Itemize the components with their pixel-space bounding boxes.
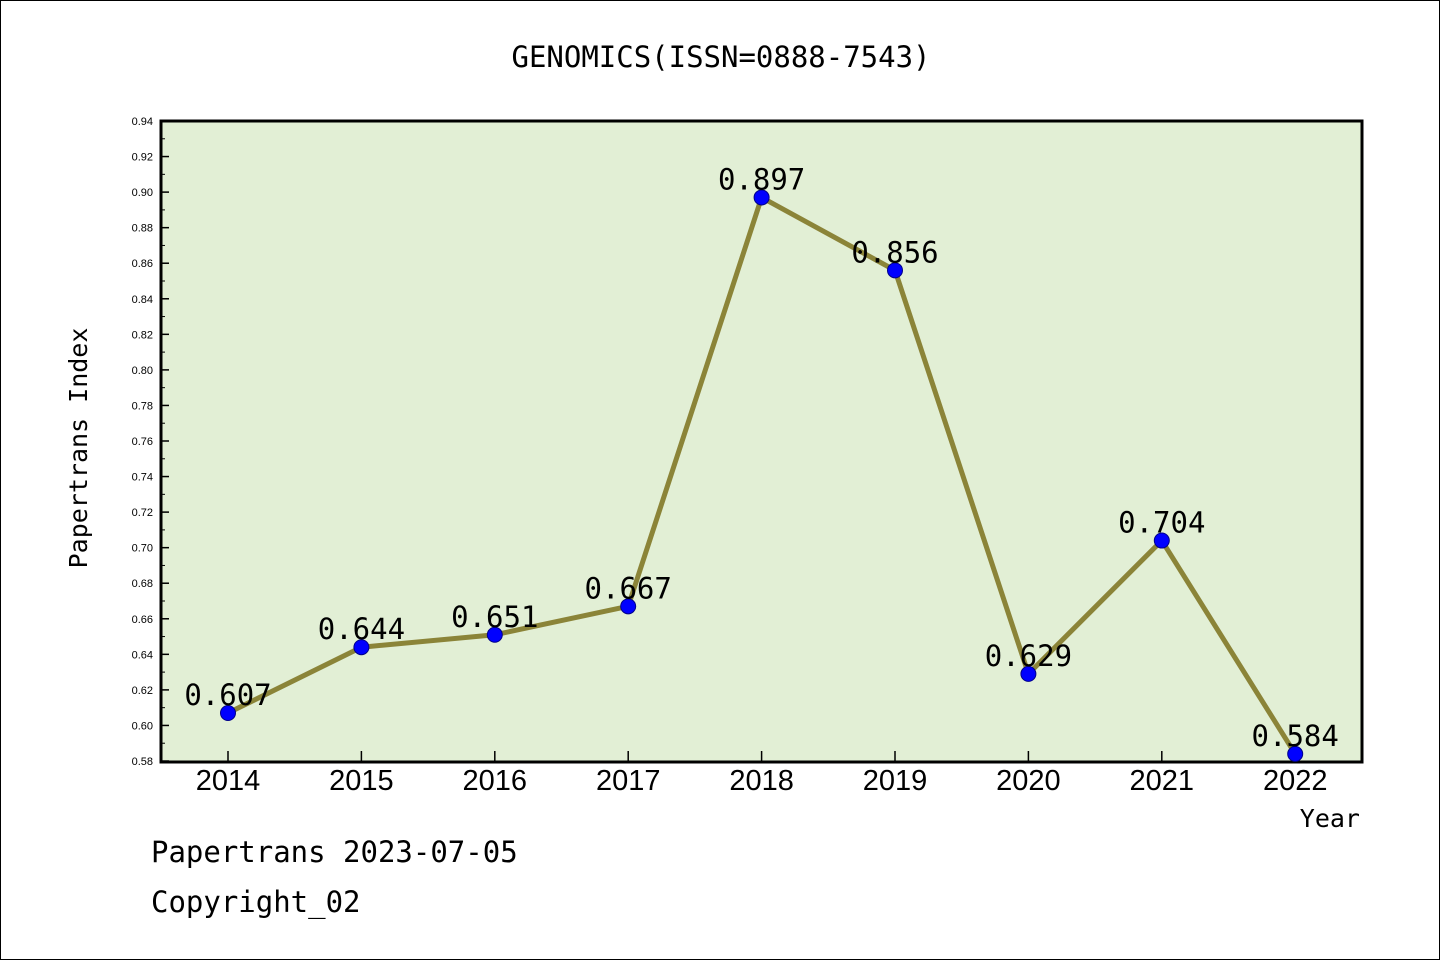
- x-tick-label: 2014: [196, 765, 261, 797]
- data-point: [620, 598, 637, 615]
- x-tick-label: 2020: [996, 765, 1061, 797]
- y-tick-label: 0.88: [132, 223, 153, 235]
- x-tick-label: 2018: [729, 765, 794, 797]
- y-tick-label: 0.74: [132, 472, 153, 484]
- data-label: 0.651: [451, 600, 538, 634]
- data-label: 0.667: [585, 571, 672, 605]
- y-tick-label: 0.78: [132, 400, 153, 412]
- data-point: [353, 639, 370, 656]
- y-tick-label: 0.92: [132, 152, 153, 164]
- y-tick-label: 0.62: [132, 685, 153, 697]
- y-tick-label: 0.80: [132, 365, 153, 377]
- y-tick-label: 0.66: [132, 614, 153, 626]
- x-tick-label: 2017: [596, 765, 661, 797]
- data-label: 0.856: [851, 235, 938, 269]
- y-tick-label: 0.90: [132, 187, 153, 199]
- data-point: [753, 189, 770, 206]
- data-labels-group: 0.607 0.644 0.651 0.667 0.897 0.856 0.629 0.704…: [184, 162, 1339, 752]
- plot-area: [159, 119, 1364, 764]
- data-label: 0.607: [184, 678, 271, 712]
- data-label: 0.629: [985, 639, 1072, 673]
- y-axis-label: Papertrans Index: [64, 328, 93, 569]
- y-tick-label: 0.68: [132, 578, 153, 590]
- y-tick-label: 0.70: [132, 543, 153, 555]
- y-tick-label: 0.94: [132, 116, 153, 128]
- data-point: [486, 626, 503, 643]
- data-label: 0.644: [318, 612, 405, 646]
- x-tick-label: 2015: [329, 765, 394, 797]
- data-point: [1020, 665, 1037, 682]
- y-tick-label: 0.60: [132, 720, 153, 732]
- data-label: 0.704: [1118, 506, 1205, 540]
- y-tick-label: 0.58: [132, 756, 153, 768]
- x-axis: 2014 2015 2016 2017 2018 2019 2020 2021 2022: [196, 751, 1328, 797]
- x-tick-label: 2021: [1130, 765, 1195, 797]
- data-point: [1287, 745, 1304, 762]
- y-tick-label: 0.84: [132, 294, 153, 306]
- y-tick-label: 0.76: [132, 436, 153, 448]
- y-tick-label: 0.86: [132, 258, 153, 270]
- footer-date: Papertrans 2023-07-05: [151, 835, 518, 869]
- data-point: [220, 705, 236, 721]
- x-axis-label: Year: [1300, 804, 1360, 833]
- y-tick-label: 0.82: [132, 329, 153, 341]
- data-label: 0.584: [1252, 719, 1339, 753]
- x-tick-label: 2019: [863, 765, 928, 797]
- chart-title: GENOMICS(ISSN=0888-7543): [511, 40, 930, 74]
- data-point: [1153, 532, 1170, 549]
- data-point: [887, 262, 903, 279]
- y-tick-label: 0.64: [132, 649, 153, 661]
- footer-copyright: Copyright_02: [151, 885, 361, 919]
- y-tick-label: 0.72: [132, 507, 153, 519]
- x-tick-label: 2016: [463, 765, 528, 797]
- series-line-group: [220, 189, 1304, 762]
- data-label: 0.897: [718, 162, 805, 196]
- x-tick-label: 2022: [1263, 765, 1328, 797]
- y-axis: 0.58 0.60 0.62 0.64 0.66 0.68 0.70 0.72 0.74 0.76…: [132, 116, 169, 768]
